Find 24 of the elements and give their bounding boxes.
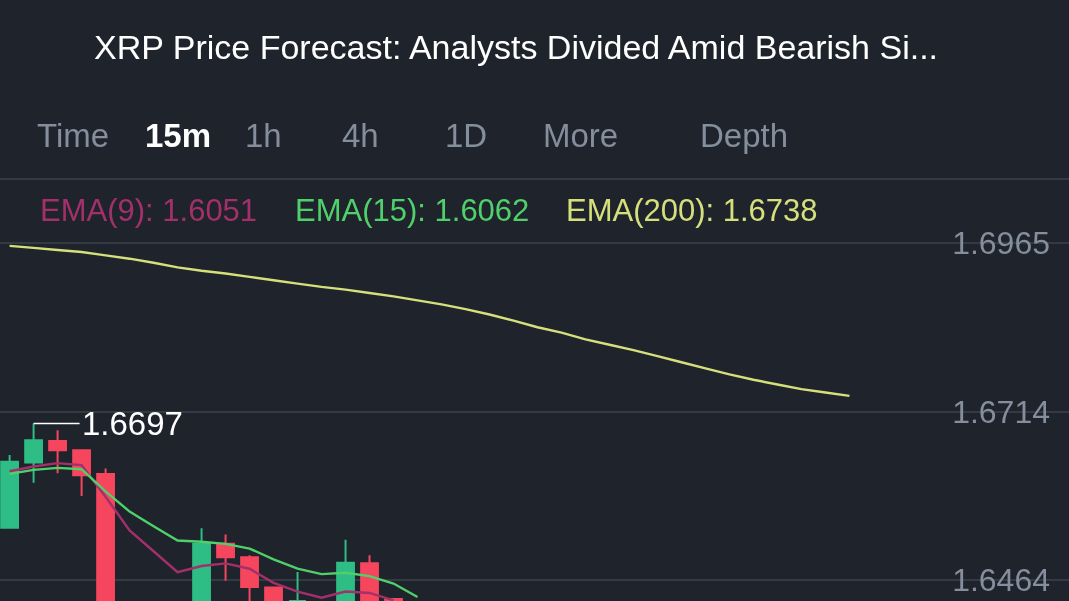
text: Time — [37, 117, 110, 154]
y-tick-label: 1.6965 — [952, 225, 1050, 262]
text: 1h — [245, 117, 282, 154]
candlestick — [216, 533, 235, 582]
candlestick — [264, 585, 283, 601]
text: 4h — [342, 117, 379, 154]
text: Depth — [700, 117, 789, 154]
text: EMA(200): 1.6738 — [566, 193, 818, 228]
candlestick — [240, 554, 259, 601]
candlestick — [192, 527, 211, 601]
line-series — [8, 244, 851, 398]
text: 1D — [445, 117, 488, 154]
text: EMA(9): 1.6051 — [40, 193, 258, 228]
y-tick-label: 1.6714 — [952, 394, 1050, 431]
candlestick — [24, 422, 43, 484]
candlestick — [96, 467, 115, 601]
candlestick — [48, 429, 67, 475]
annotation: 1.6697 — [82, 405, 183, 442]
chart-title: XRP Price Forecast: Analysts Divided Amid Bearish Si... — [94, 27, 939, 66]
text: EMA(15): 1.6062 — [295, 193, 530, 228]
y-tick-label: 1.6464 — [952, 562, 1050, 599]
text: 15m — [145, 117, 212, 154]
candlestick — [0, 454, 19, 530]
text: More — [543, 117, 619, 154]
